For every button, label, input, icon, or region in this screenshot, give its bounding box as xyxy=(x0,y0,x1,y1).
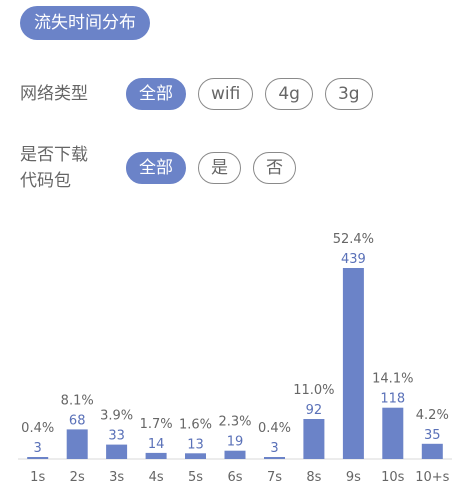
x-tick-6s: 6s xyxy=(227,470,242,485)
value-label-3s: 33 xyxy=(108,429,125,444)
download-option-no[interactable]: 否 xyxy=(253,152,296,184)
value-label-6s: 19 xyxy=(227,435,244,450)
bar-7s[interactable] xyxy=(264,457,285,459)
bar-5s[interactable] xyxy=(185,453,206,459)
value-label-8s: 92 xyxy=(306,403,323,418)
bar-9s[interactable] xyxy=(342,268,364,459)
network-option-3g[interactable]: 3g xyxy=(324,78,373,110)
x-tick-8s: 8s xyxy=(306,470,321,485)
x-tick-9s: 9s xyxy=(346,470,361,485)
percent-label-4s: 1.7% xyxy=(140,417,173,432)
download-package-label: 是否下载 代码包 xyxy=(20,142,126,194)
value-label-9s: 439 xyxy=(341,252,366,267)
network-option-all[interactable]: 全部 xyxy=(126,78,186,110)
download-package-label-line1: 是否下载 xyxy=(20,145,88,165)
value-label-4s: 14 xyxy=(148,437,165,452)
percent-label-5s: 1.6% xyxy=(179,417,212,432)
percent-label-1s: 0.4% xyxy=(21,421,54,436)
percent-label-6s: 2.3% xyxy=(218,415,251,430)
percent-label-10+s: 4.2% xyxy=(416,408,449,423)
percent-label-2s: 8.1% xyxy=(61,393,94,408)
network-option-4g[interactable]: 4g xyxy=(265,78,313,110)
x-tick-10+s: 10+s xyxy=(415,470,449,485)
download-option-yes[interactable]: 是 xyxy=(198,152,241,184)
percent-label-3s: 3.9% xyxy=(100,409,133,424)
value-label-10s: 118 xyxy=(380,392,405,407)
value-label-7s: 3 xyxy=(270,441,278,456)
download-package-label-line2: 代码包 xyxy=(20,171,71,191)
value-label-10+s: 35 xyxy=(424,428,441,443)
x-tick-5s: 5s xyxy=(188,470,203,485)
x-tick-2s: 2s xyxy=(70,470,85,485)
value-label-2s: 68 xyxy=(69,413,86,428)
bar-10+s[interactable] xyxy=(421,443,443,459)
download-package-filter: 是否下载 代码包 全部 是 否 xyxy=(20,142,308,194)
network-type-filter: 网络类型 全部 wifi 4g 3g xyxy=(20,78,385,110)
percent-label-9s: 52.4% xyxy=(333,232,374,247)
bar-6s[interactable] xyxy=(224,450,246,459)
chart-title: 流失时间分布 xyxy=(20,6,150,40)
x-tick-4s: 4s xyxy=(149,470,164,485)
percent-label-10s: 14.1% xyxy=(372,372,413,387)
bar-10s[interactable] xyxy=(382,407,404,459)
bar-2s[interactable] xyxy=(66,429,88,459)
percent-label-8s: 11.0% xyxy=(293,383,334,398)
x-tick-10s: 10s xyxy=(381,470,405,485)
bar-8s[interactable] xyxy=(303,419,325,459)
value-label-1s: 3 xyxy=(34,441,42,456)
bar-3s[interactable] xyxy=(106,444,128,459)
bar-4s[interactable] xyxy=(145,452,167,459)
network-type-label: 网络类型 xyxy=(20,84,88,104)
value-label-5s: 13 xyxy=(187,437,204,452)
percent-label-7s: 0.4% xyxy=(258,421,291,436)
x-tick-3s: 3s xyxy=(109,470,124,485)
bar-1s[interactable] xyxy=(27,457,49,459)
network-option-wifi[interactable]: wifi xyxy=(198,78,254,110)
x-tick-7s: 7s xyxy=(267,470,282,485)
x-tick-1s: 1s xyxy=(30,470,45,485)
download-option-all[interactable]: 全部 xyxy=(126,152,186,184)
